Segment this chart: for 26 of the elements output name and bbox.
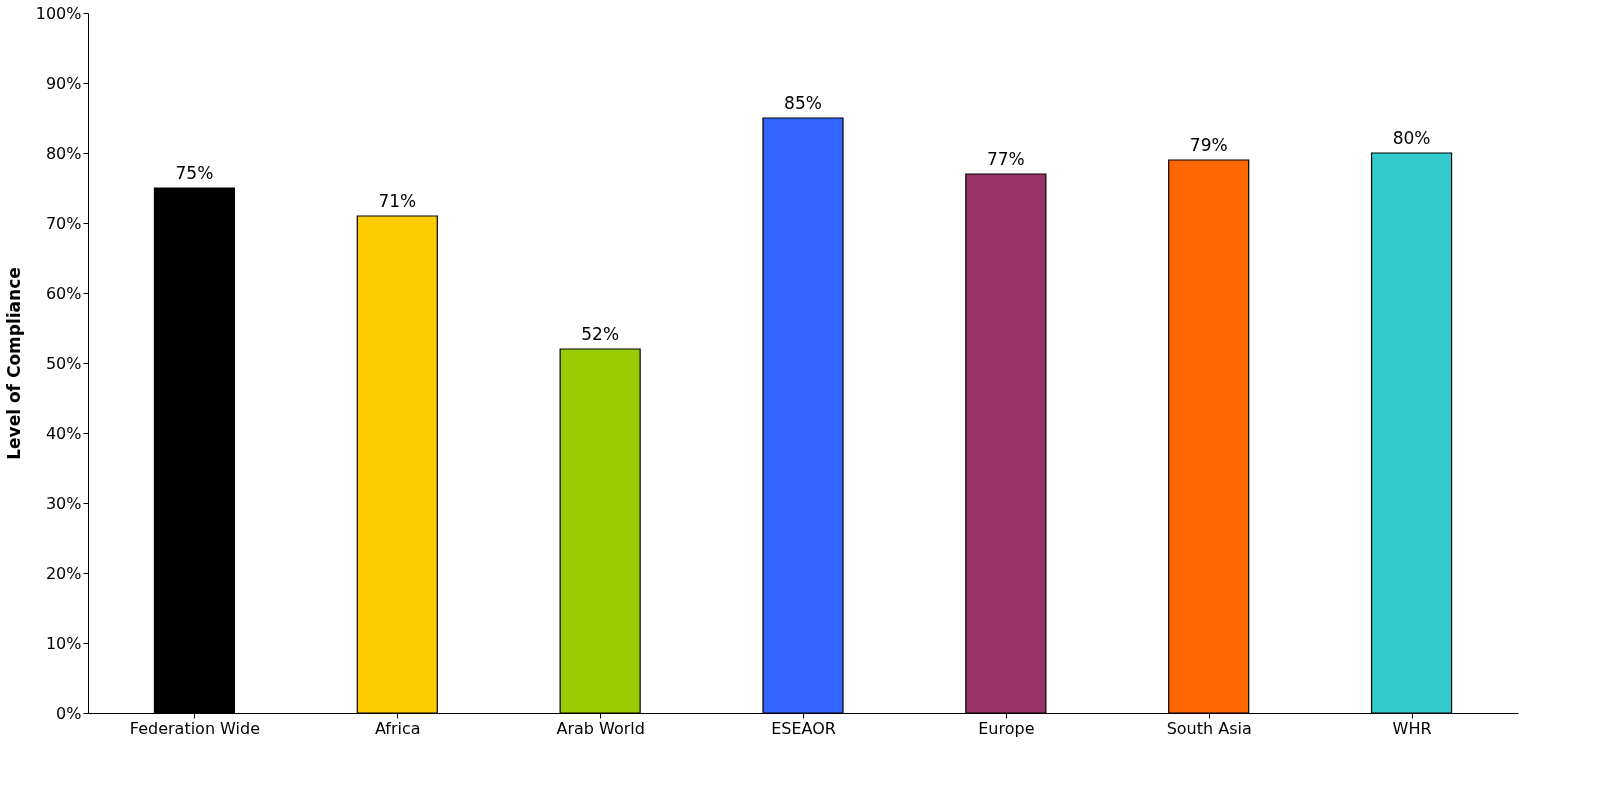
x-tick-label: Arab World <box>556 718 645 738</box>
y-tick-label: 20% <box>45 563 82 583</box>
y-tick-label: 30% <box>45 493 82 513</box>
x-tick-label: ESEAOR <box>771 718 836 738</box>
data-label: 77% <box>986 149 1025 169</box>
data-label: 85% <box>784 93 822 113</box>
x-tick-label: Federation Wide <box>129 718 261 738</box>
data-label: 79% <box>1189 135 1228 155</box>
y-tick-label: 40% <box>45 423 82 443</box>
x-tick-label: Europe <box>978 718 1035 738</box>
y-tick-label: 100% <box>35 3 82 23</box>
x-tick-label: WHR <box>1392 718 1432 738</box>
y-tick-label: 60% <box>45 283 82 303</box>
x-tick-label: Africa <box>374 718 421 738</box>
x-tick-label: South Asia <box>1166 718 1252 738</box>
y-tick-label: 90% <box>45 73 82 93</box>
data-label: 80% <box>1392 128 1431 148</box>
y-tick-label: 70% <box>45 213 82 233</box>
y-tick-label: 0% <box>56 703 82 723</box>
data-label: 71% <box>378 191 417 211</box>
y-tick-label: 50% <box>45 353 82 373</box>
data-label: 75% <box>175 163 214 183</box>
y-axis-title: Level of Compliance <box>3 267 24 460</box>
y-tick-label: 80% <box>45 143 82 163</box>
y-tick-label: 10% <box>45 633 82 653</box>
data-label: 52% <box>581 324 620 344</box>
